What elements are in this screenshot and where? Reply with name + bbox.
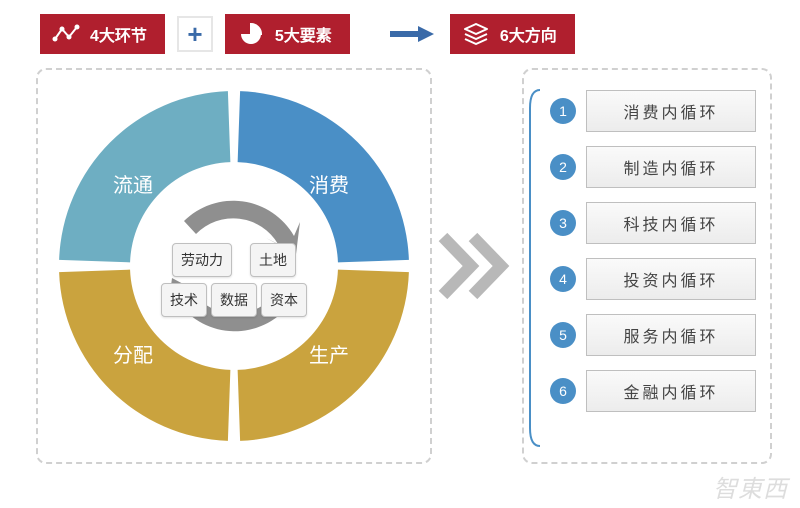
badge-5factors-label: 5大要素 (275, 22, 332, 46)
direction-label: 服务内循环 (586, 314, 756, 356)
bracket-icon (528, 88, 542, 448)
content-row: 消费 生产 分配 流通 劳动力 土地 技术 数据 资本 (0, 54, 800, 464)
direction-number: 6 (550, 378, 576, 404)
header-row: 4大环节 + 5大要素 6大方向 (0, 0, 800, 54)
circle-diagram: 消费 生产 分配 流通 劳动力 土地 技术 数据 资本 (59, 91, 409, 441)
mid-chevrons-icon (432, 68, 522, 464)
badge-6directions: 6大方向 (450, 14, 575, 54)
factor-capital: 资本 (261, 283, 307, 317)
left-panel: 消费 生产 分配 流通 劳动力 土地 技术 数据 资本 (36, 68, 432, 464)
direction-number: 5 (550, 322, 576, 348)
factor-row-2: 技术 数据 资本 (161, 283, 307, 317)
direction-item-1: 1 消费内循环 (550, 90, 756, 132)
direction-number: 4 (550, 266, 576, 292)
factor-labor: 劳动力 (172, 243, 232, 277)
layers-icon (462, 23, 490, 45)
direction-label: 制造内循环 (586, 146, 756, 188)
factor-tech: 技术 (161, 283, 207, 317)
factor-row-1: 劳动力 土地 (172, 243, 296, 277)
direction-item-2: 2 制造内循环 (550, 146, 756, 188)
plus-icon: + (177, 16, 213, 52)
direction-label: 金融内循环 (586, 370, 756, 412)
network-icon (52, 23, 80, 45)
direction-number: 3 (550, 210, 576, 236)
header-arrow-icon (386, 24, 442, 44)
right-panel: 1 消费内循环 2 制造内循环 3 科技内循环 4 投资内循环 5 服务内循环 6 金融内循环 (522, 68, 772, 464)
badge-6directions-label: 6大方向 (500, 22, 557, 46)
watermark: 智東西 (713, 469, 788, 504)
direction-number: 1 (550, 98, 576, 124)
direction-item-3: 3 科技内循环 (550, 202, 756, 244)
badge-4links-label: 4大环节 (90, 22, 147, 46)
factor-data: 数据 (211, 283, 257, 317)
badge-5factors: 5大要素 (225, 14, 350, 54)
direction-item-4: 4 投资内循环 (550, 258, 756, 300)
factor-land: 土地 (250, 243, 296, 277)
direction-label: 消费内循环 (586, 90, 756, 132)
direction-item-5: 5 服务内循环 (550, 314, 756, 356)
badge-4links: 4大环节 (40, 14, 165, 54)
direction-number: 2 (550, 154, 576, 180)
direction-label: 科技内循环 (586, 202, 756, 244)
direction-item-6: 6 金融内循环 (550, 370, 756, 412)
directions-list: 1 消费内循环 2 制造内循环 3 科技内循环 4 投资内循环 5 服务内循环 6 金融内循环 (538, 90, 756, 412)
direction-label: 投资内循环 (586, 258, 756, 300)
pie-icon (237, 23, 265, 45)
